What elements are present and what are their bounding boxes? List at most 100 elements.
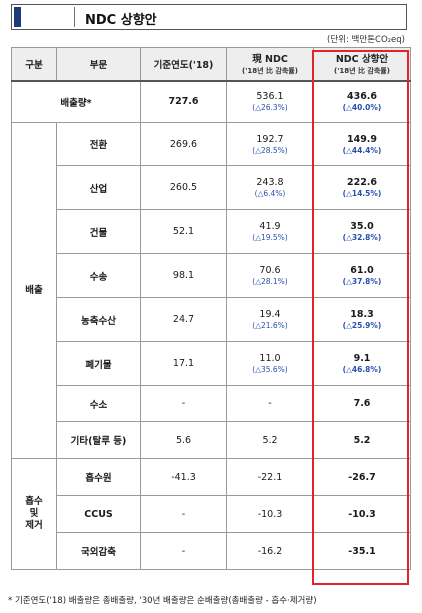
page-title: NDC 상향안	[85, 13, 157, 28]
sector-label: 폐기물	[56, 341, 141, 386]
proposal-cell: 18.3 (△25.9%)	[313, 297, 411, 342]
total-current: 536.1 (△26.3%)	[226, 79, 314, 123]
current-cell: 41.9 (△19.5%)	[226, 209, 314, 254]
proposal-value: 7.6	[313, 385, 411, 422]
total-current-change: (△26.3%)	[252, 103, 288, 113]
table-row: 수소 - - 7.6	[12, 385, 411, 422]
current-change: (△21.6%)	[252, 321, 288, 330]
current-change: (△35.6%)	[252, 365, 288, 374]
table-row: 수송 98.1 70.6 (△28.1%) 61.0 (△37.8%)	[12, 253, 411, 298]
current-value: -16.2	[226, 532, 314, 570]
base-value: -41.3	[140, 458, 227, 496]
table-row: 산업 260.5 243.8 (△6.4%) 222.6 (△14.5%)	[12, 165, 411, 210]
table-row: 폐기물 17.1 11.0 (△35.6%) 9.1 (△46.8%)	[12, 341, 411, 386]
sector-label: CCUS	[56, 495, 141, 533]
proposal-value: -35.1	[313, 532, 411, 570]
base-value: -	[140, 532, 227, 570]
base-value: 5.6	[140, 421, 227, 459]
total-label: 배출량*	[11, 79, 141, 123]
proposal-change: (△46.8%)	[342, 365, 382, 374]
base-value: 260.5	[140, 165, 227, 210]
current-change: (△19.5%)	[252, 233, 288, 242]
sector-label: 건물	[56, 209, 141, 254]
base-value: 17.1	[140, 341, 227, 386]
footnote: * 기준연도('18) 배출량은 총배출량, '30년 배출량은 순배출량(총배…	[8, 596, 317, 606]
ndc-table: 구분 부문 기준연도('18) 現 NDC ('18년 比 감축률) NDC 상…	[11, 47, 411, 570]
base-value: -	[140, 385, 227, 422]
proposal-cell: 149.9 (△44.4%)	[313, 122, 411, 166]
total-proposal: 436.6 (△40.0%)	[313, 79, 411, 123]
current-cell: 70.6 (△28.1%)	[226, 253, 314, 298]
current-value: 11.0	[259, 353, 281, 364]
sector-label: 국외감축	[56, 532, 141, 570]
proposal-cell: 222.6 (△14.5%)	[313, 165, 411, 210]
header-category: 구분	[11, 47, 57, 82]
proposal-cell: 35.0 (△32.8%)	[313, 209, 411, 254]
current-value: -10.3	[226, 495, 314, 533]
title-inner-box: NDC 상향안	[74, 7, 404, 28]
table-row: 흡수 및 제거 흡수원 -41.3 -22.1 -26.7	[11, 458, 411, 570]
header-ndc-proposal-title: NDC 상향안	[335, 54, 389, 66]
table-row: 농축수산 24.7 19.4 (△21.6%) 18.3 (△25.9%)	[12, 297, 411, 342]
proposal-change: (△44.4%)	[342, 145, 382, 155]
absorption-label-line3: 제거	[25, 519, 43, 531]
base-value: 98.1	[140, 253, 227, 298]
proposal-cell: 61.0 (△37.8%)	[313, 253, 411, 298]
proposal-value: 35.0	[350, 221, 374, 232]
base-value: 269.6	[140, 122, 227, 166]
absorption-label-line2: 및	[29, 508, 39, 520]
current-cell: 19.4 (△21.6%)	[226, 297, 314, 342]
proposal-value: 149.9	[346, 133, 378, 145]
table-row: 국외감축 - -16.2 -35.1	[12, 532, 411, 570]
total-proposal-change: (△40.0%)	[342, 103, 382, 113]
current-value: 19.4	[259, 309, 281, 320]
base-value: 52.1	[140, 209, 227, 254]
table-header-row: 구분 부문 기준연도('18) 現 NDC ('18년 比 감축률) NDC 상…	[11, 47, 411, 82]
current-value: -22.1	[226, 458, 314, 496]
sector-label: 농축수산	[56, 297, 141, 342]
header-base-year: 기준연도('18)	[140, 47, 227, 82]
header-ndc-proposal: NDC 상향안 ('18년 比 감축률)	[313, 47, 411, 82]
proposal-change: (△25.9%)	[342, 321, 382, 330]
base-value: 24.7	[140, 297, 227, 342]
current-value: 70.6	[259, 265, 281, 276]
unit-label: (단위: 백만톤CO₂eq)	[327, 35, 405, 45]
current-change: (△28.5%)	[252, 145, 288, 155]
current-cell: 11.0 (△35.6%)	[226, 341, 314, 386]
sector-label: 전환	[56, 122, 141, 166]
proposal-change: (△14.5%)	[342, 189, 382, 198]
total-current-value: 536.1	[256, 91, 284, 103]
absorption-group-label: 흡수 및 제거	[11, 458, 57, 570]
sector-label: 기타(탈루 등)	[56, 421, 141, 459]
total-base: 727.6	[140, 79, 227, 123]
header-current-ndc-sub: ('18년 比 감축률)	[242, 67, 298, 76]
proposal-value: -26.7	[313, 458, 411, 496]
table-row: 건물 52.1 41.9 (△19.5%) 35.0 (△32.8%)	[12, 209, 411, 254]
current-value: -	[226, 385, 314, 422]
current-change: (△28.1%)	[252, 277, 288, 286]
proposal-change: (△37.8%)	[342, 277, 382, 286]
sector-label: 수송	[56, 253, 141, 298]
table-row: 배출 전환 269.6 192.7 (△28.5%) 149.9 (△44.4%…	[11, 122, 411, 459]
proposal-value: -10.3	[313, 495, 411, 533]
header-sector: 부문	[56, 47, 141, 82]
current-value: 41.9	[259, 221, 281, 232]
table-row-total: 배출량* 727.6 536.1 (△26.3%) 436.6 (△40.0%)	[11, 79, 411, 123]
proposal-value: 5.2	[313, 421, 411, 459]
title-box: NDC 상향안	[11, 4, 407, 30]
proposal-value: 222.6	[346, 177, 378, 188]
current-value: 5.2	[226, 421, 314, 459]
absorption-label-line1: 흡수	[25, 496, 43, 508]
header-current-ndc: 現 NDC ('18년 比 감축률)	[226, 47, 314, 82]
header-current-ndc-title: 現 NDC	[252, 54, 288, 66]
current-change: (△6.4%)	[254, 189, 286, 198]
sector-label: 흡수원	[56, 458, 141, 496]
current-value: 243.8	[256, 177, 284, 188]
sector-label: 산업	[56, 165, 141, 210]
current-cell: 192.7 (△28.5%)	[226, 122, 314, 166]
emission-group-label: 배출	[11, 122, 57, 459]
sector-label: 수소	[56, 385, 141, 422]
base-value: -	[140, 495, 227, 533]
current-cell: 243.8 (△6.4%)	[226, 165, 314, 210]
proposal-value: 61.0	[350, 265, 374, 276]
